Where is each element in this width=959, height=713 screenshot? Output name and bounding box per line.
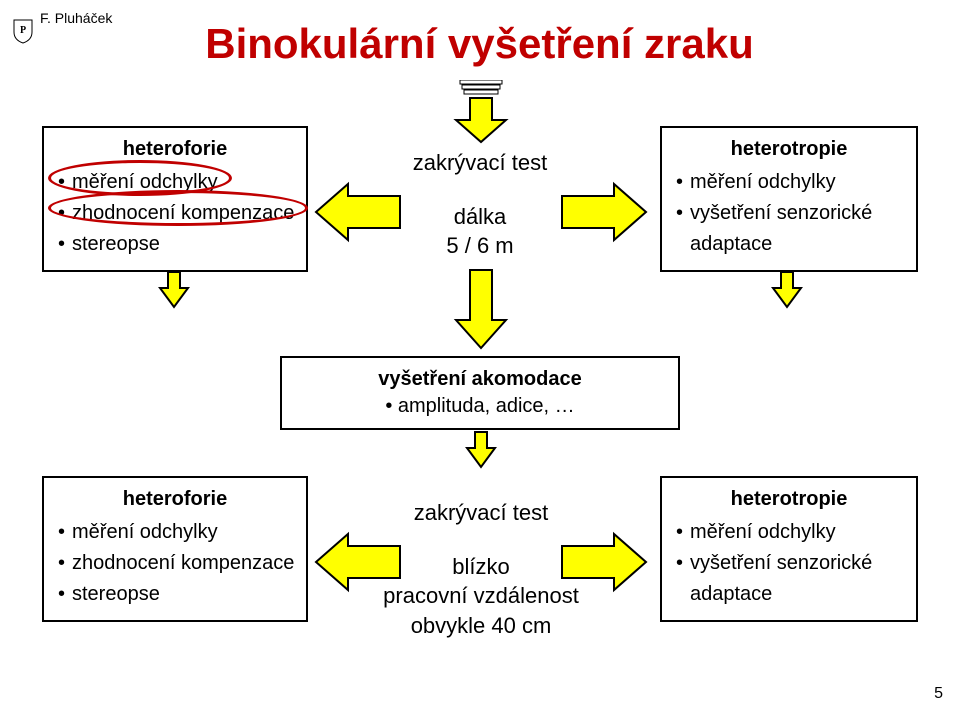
center-line: 5 / 6 m	[400, 231, 560, 261]
center-top-block: zakrývací test dálka 5 / 6 m	[400, 148, 560, 261]
list-item: zhodnocení kompenzace	[58, 548, 300, 579]
center-line: zakrývací test	[378, 498, 584, 528]
box-heterotropie-bottom: heterotropie měření odchylky vyšetření s…	[660, 476, 918, 622]
list-item: měření odchylky	[676, 167, 910, 198]
list-item: vyšetření senzorické adaptace	[676, 198, 910, 260]
bullet-line: • amplituda, adice, …	[306, 395, 654, 418]
box-title: heterotropie	[668, 138, 910, 161]
arrow-right-top	[560, 180, 650, 244]
page-number: 5	[934, 685, 943, 703]
list-item: stereopse	[58, 229, 300, 260]
arrow-down-top	[452, 96, 510, 144]
list-item: vyšetření senzorické adaptace	[676, 548, 910, 610]
box-heterotropie-top: heterotropie měření odchylky vyšetření s…	[660, 126, 918, 272]
arrow-right-bottom	[560, 530, 650, 594]
box-title: heterotropie	[668, 488, 910, 511]
box-akomodace: vyšetření akomodace • amplituda, adice, …	[280, 356, 680, 430]
center-line: pracovní vzdálenost	[378, 581, 584, 611]
arrow-down-center	[452, 268, 510, 350]
center-line: blízko	[378, 552, 584, 582]
list-item: stereopse	[58, 579, 300, 610]
center-bottom-block: zakrývací test blízko pracovní vzdálenos…	[378, 498, 584, 641]
list-item: měření odchylky	[676, 517, 910, 548]
arrow-left-top	[312, 180, 402, 244]
center-line: obvykle 40 cm	[378, 611, 584, 641]
arrow-down-small	[157, 270, 191, 310]
arrow-down-small	[464, 430, 498, 470]
box-title: heteroforie	[50, 488, 300, 511]
box-title: vyšetření akomodace	[306, 368, 654, 391]
arrow-left-bottom	[312, 530, 402, 594]
list-item: měření odchylky	[58, 517, 300, 548]
arrow-down-small	[770, 270, 804, 310]
highlight-ring	[48, 190, 308, 226]
box-heteroforie-bottom: heteroforie měření odchylky zhodnocení k…	[42, 476, 308, 622]
box-title: heteroforie	[50, 138, 300, 161]
center-line: dálka	[400, 202, 560, 232]
page-title: Binokulární vyšetření zraku	[0, 20, 959, 68]
center-line: zakrývací test	[400, 148, 560, 178]
